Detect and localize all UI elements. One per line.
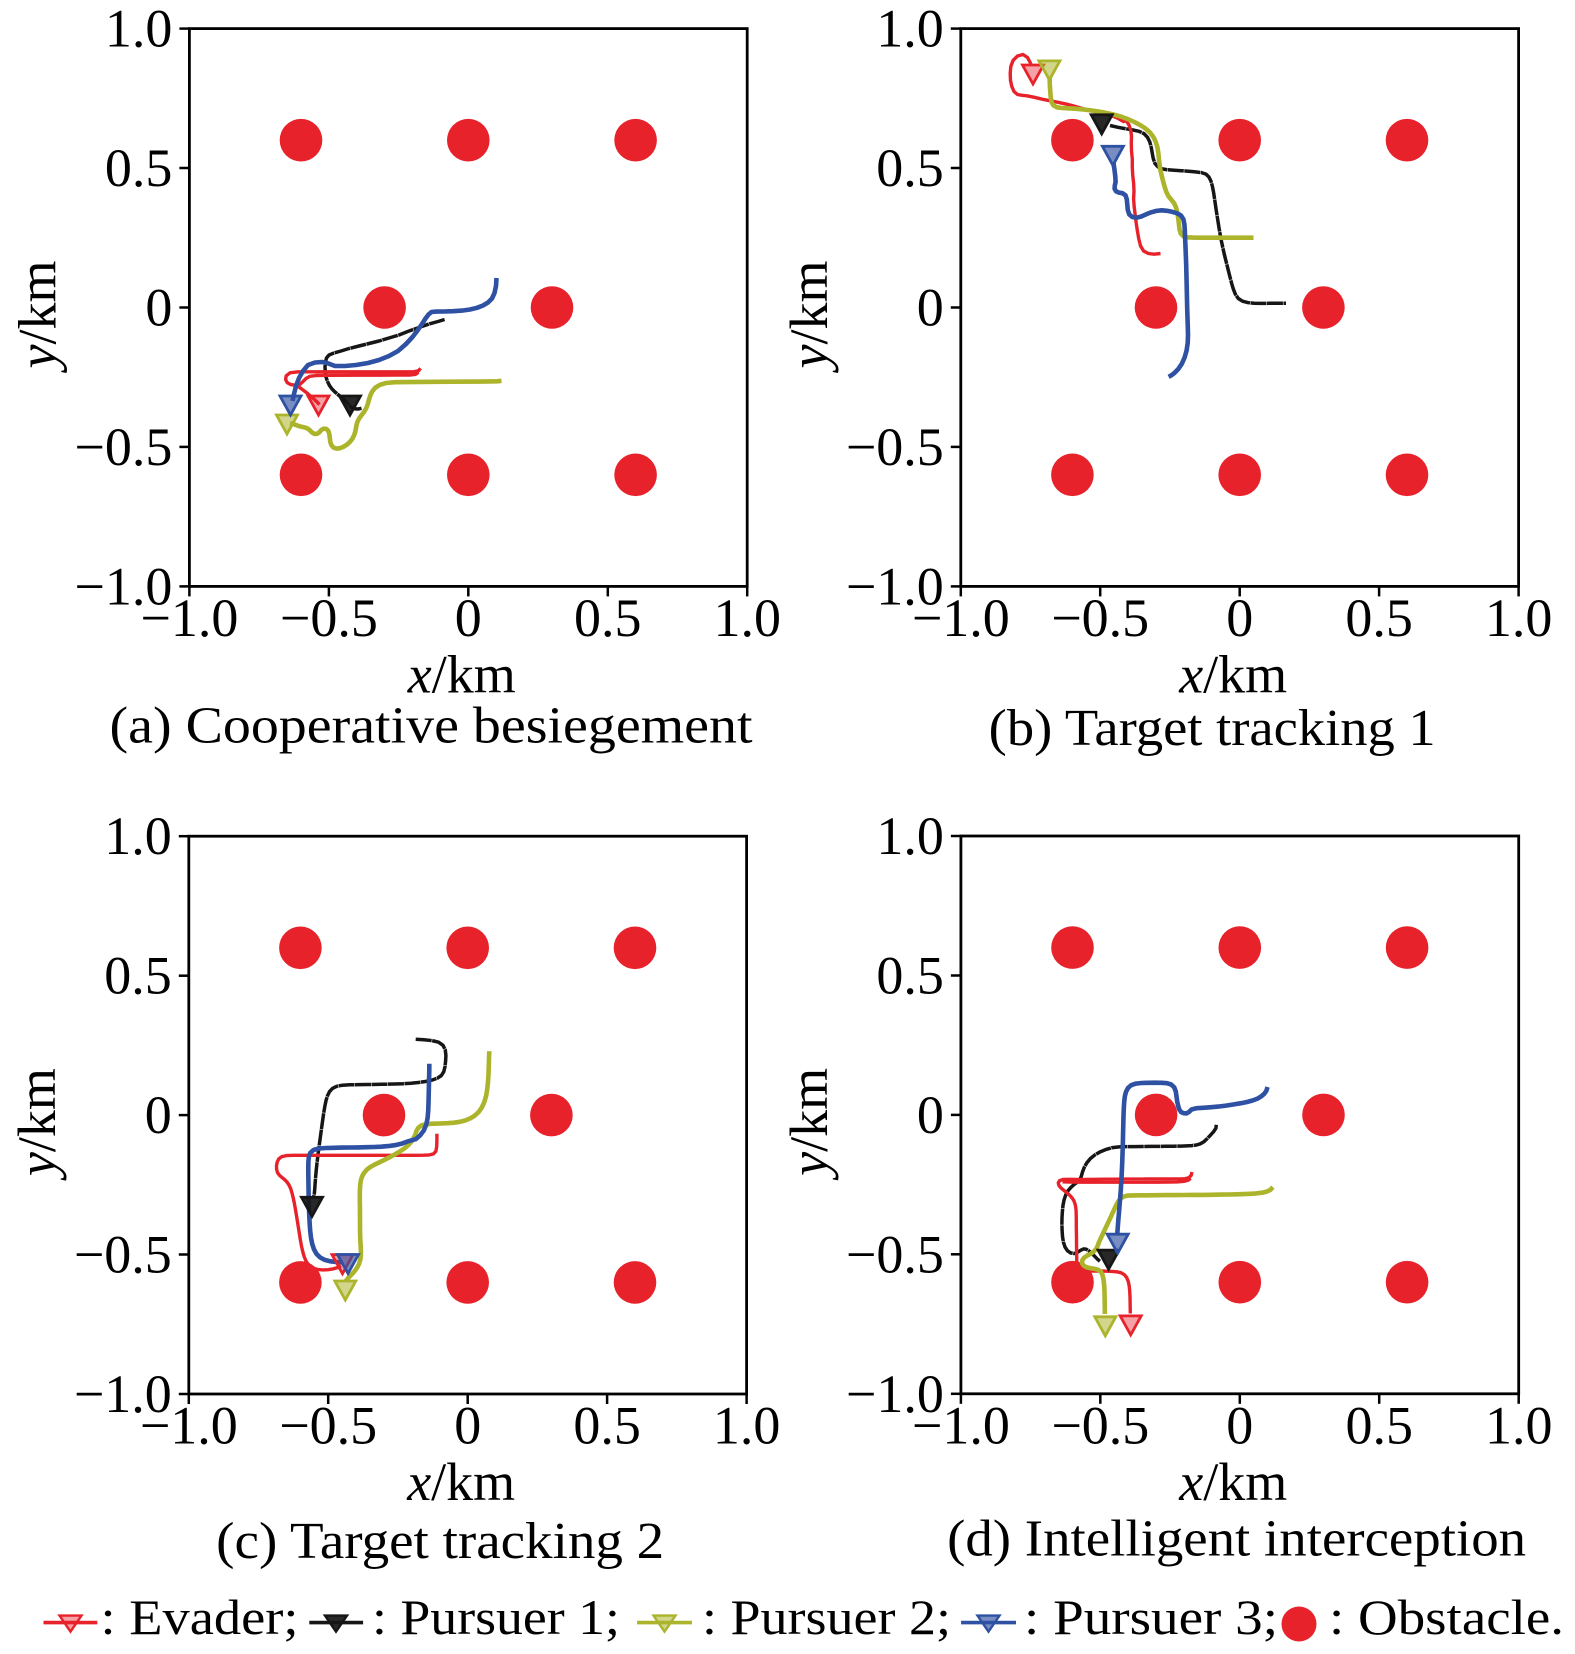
svg-text:y/km: y/km [779,261,839,374]
svg-text:1.0: 1.0 [104,806,172,866]
svg-text:1.0: 1.0 [713,1396,781,1456]
svg-text:0: 0 [1226,1395,1253,1455]
svg-text:: Evader;: : Evader; [101,1589,299,1645]
svg-text:0: 0 [454,1396,481,1456]
svg-text:−1.0: −1.0 [846,556,944,616]
svg-text:1.0: 1.0 [105,0,173,59]
svg-text:−1.0: −1.0 [140,588,238,648]
svg-text:: Pursuer 1;: : Pursuer 1; [372,1589,620,1645]
svg-text:0.5: 0.5 [876,138,944,198]
svg-text:x/km: x/km [407,644,516,704]
svg-text:(b) Target tracking 1: (b) Target tracking 1 [989,700,1436,757]
svg-text:−0.5: −0.5 [846,1224,944,1284]
svg-text:−0.5: −0.5 [279,1396,377,1456]
svg-text:−0.5: −0.5 [74,1225,172,1285]
svg-text:−1.0: −1.0 [846,1364,944,1424]
svg-text:(c) Target tracking 2: (c) Target tracking 2 [216,1513,664,1570]
svg-text:1.0: 1.0 [876,806,944,866]
svg-text:x/km: x/km [1178,1452,1287,1512]
svg-text:−1.0: −1.0 [74,1364,172,1424]
svg-text:y/km: y/km [7,1068,67,1181]
svg-text:0.5: 0.5 [1345,588,1413,648]
svg-text:1.0: 1.0 [1485,1395,1553,1455]
svg-text:(a) Cooperative besiegement: (a) Cooperative besiegement [110,697,754,754]
svg-text:−1.0: −1.0 [912,1395,1010,1455]
svg-text:0.5: 0.5 [876,946,944,1006]
svg-text:0: 0 [145,1085,172,1145]
svg-text:−1.0: −1.0 [912,588,1010,648]
svg-text:0.5: 0.5 [1345,1395,1413,1455]
svg-text:−0.5: −0.5 [1051,588,1149,648]
svg-text:−0.5: −0.5 [280,588,378,648]
svg-text:x/km: x/km [1178,644,1287,704]
svg-text:0.5: 0.5 [573,1396,641,1456]
svg-text:0.5: 0.5 [105,138,173,198]
svg-text:y/km: y/km [779,1068,839,1181]
svg-text:: Pursuer 2;: : Pursuer 2; [702,1589,951,1645]
svg-text:0.5: 0.5 [104,946,172,1006]
svg-text:y/km: y/km [7,261,67,374]
svg-text:−0.5: −0.5 [846,417,944,477]
svg-text:0: 0 [917,1085,944,1145]
svg-text:−0.5: −0.5 [1051,1395,1149,1455]
svg-text:(d) Intelligent interception: (d) Intelligent interception [947,1511,1526,1568]
svg-text:1.0: 1.0 [713,588,781,648]
svg-text:−1.0: −1.0 [140,1396,238,1456]
svg-text:1.0: 1.0 [1485,588,1553,648]
svg-text:0.5: 0.5 [574,588,642,648]
svg-text:: Pursuer 3;: : Pursuer 3; [1024,1589,1278,1645]
svg-text:−1.0: −1.0 [74,556,172,616]
svg-text:0: 0 [455,588,482,648]
svg-text:0: 0 [917,278,944,338]
svg-text:1.0: 1.0 [876,0,944,59]
svg-text:−0.5: −0.5 [74,417,172,477]
svg-text:: Obstacle.: : Obstacle. [1329,1589,1564,1645]
svg-text:x/km: x/km [406,1452,515,1512]
svg-text:0: 0 [145,278,172,338]
svg-text:0: 0 [1226,588,1253,648]
